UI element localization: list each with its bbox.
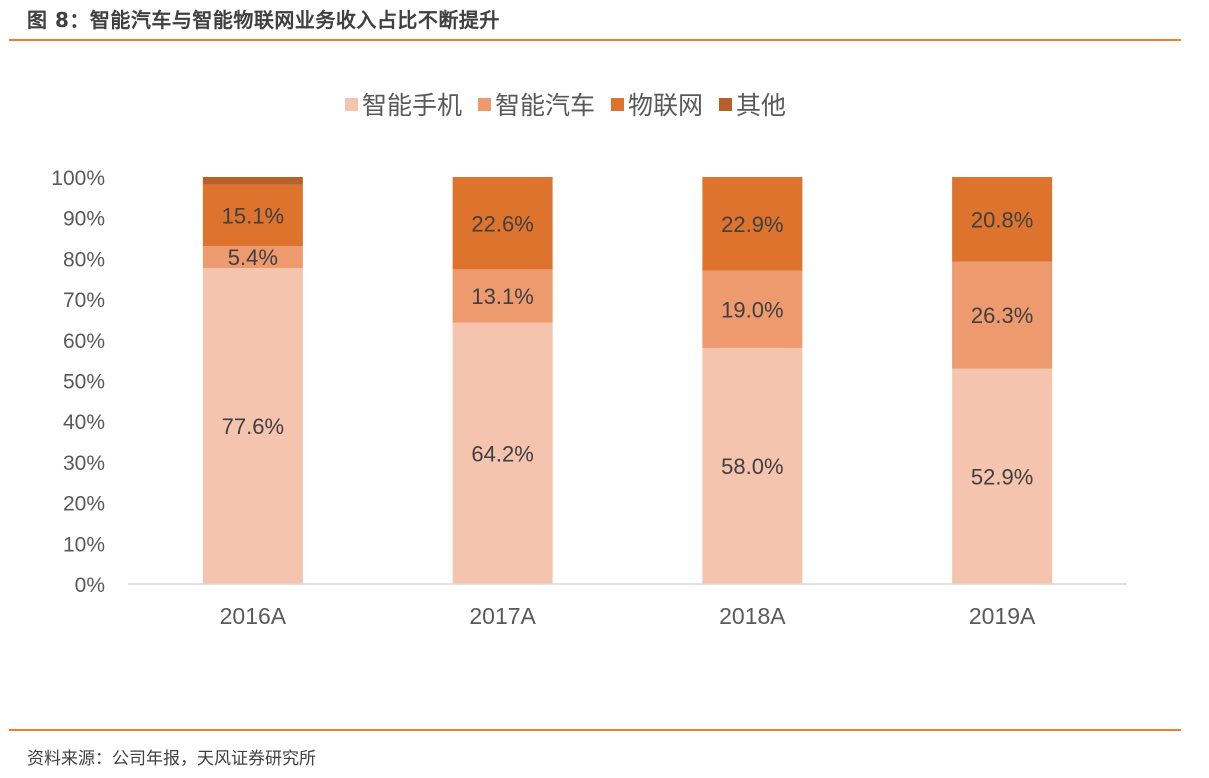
source-note: 资料来源：公司年报，天风证券研究所 xyxy=(27,749,316,769)
data-label: 13.1% xyxy=(471,284,533,309)
x-axis: 2016A 2017A 2018A 2019A xyxy=(220,603,1036,629)
chart-legend: 智能手机 智能汽车 物联网 其他 xyxy=(345,86,786,122)
y-tick-label: 30% xyxy=(63,452,105,475)
y-tick-label: 40% xyxy=(63,411,105,434)
data-label: 26.3% xyxy=(971,303,1033,328)
footer-divider xyxy=(9,729,1181,731)
data-labels: 77.6% 5.4% 15.1% 64.2% 13.1% 22.6% 58.0% 19.0% 2… xyxy=(222,203,1034,489)
y-tick-label: 10% xyxy=(63,533,105,556)
legend-label: 其他 xyxy=(736,91,787,120)
bar-segment-2019A-2 xyxy=(952,177,1053,262)
bar-segment-2017A-2 xyxy=(452,177,553,270)
data-label: 5.4% xyxy=(228,245,278,270)
data-label: 58.0% xyxy=(721,454,783,479)
bar-segment-2017A-1 xyxy=(452,269,553,323)
y-tick-label: 90% xyxy=(63,208,105,231)
legend-swatch-other xyxy=(719,97,733,111)
data-label: 52.9% xyxy=(971,464,1033,489)
bar-segment-2019A-0 xyxy=(952,368,1053,584)
y-axis: 0% 10% 20% 30% 40% 50% 60% 70% 80% 90% 100% xyxy=(51,167,105,597)
data-label: 22.9% xyxy=(721,212,783,237)
legend-label: 智能手机 xyxy=(362,91,463,120)
y-tick-label: 0% xyxy=(75,574,105,597)
y-tick-label: 60% xyxy=(63,330,105,353)
y-tick-label: 50% xyxy=(63,371,105,394)
legend-item-smart-car: 智能汽车 xyxy=(478,86,595,122)
bar-segment-2016A-2 xyxy=(202,184,303,247)
bar-segment-2017A-0 xyxy=(452,322,553,584)
legend-item-other: 其他 xyxy=(719,86,786,122)
legend-item-smartphone: 智能手机 xyxy=(345,86,462,122)
bar-segment-2016A-3 xyxy=(202,177,303,185)
x-tick-label: 2017A xyxy=(469,603,536,629)
legend-swatch-smartphone xyxy=(345,97,358,111)
data-label: 77.6% xyxy=(222,414,284,439)
x-tick-label: 2018A xyxy=(719,603,786,629)
y-tick-label: 80% xyxy=(63,248,105,271)
bar-segment-2016A-1 xyxy=(202,246,303,269)
data-label: 22.6% xyxy=(471,211,533,236)
y-tick-label: 20% xyxy=(63,493,105,516)
bar-segment-2019A-1 xyxy=(952,261,1053,369)
data-label: 15.1% xyxy=(222,203,284,228)
bar-segment-2016A-0 xyxy=(202,268,303,584)
bar-segment-2018A-2 xyxy=(702,177,803,271)
x-tick-label: 2019A xyxy=(969,603,1036,629)
bars xyxy=(202,177,1053,584)
bar-segment-2018A-1 xyxy=(702,270,803,348)
legend-item-iot: 物联网 xyxy=(611,86,703,122)
legend-swatch-smart-car xyxy=(478,97,492,111)
data-label: 64.2% xyxy=(471,441,533,466)
title-divider xyxy=(9,39,1181,41)
x-tick-label: 2016A xyxy=(220,603,287,629)
y-tick-label: 100% xyxy=(51,167,105,190)
figure-title: 图 8：智能汽车与智能物联网业务收入占比不断提升 xyxy=(27,8,500,32)
stacked-bar-chart: 0% 10% 20% 30% 40% 50% 60% 70% 80% 90% 100% 77.6% 5… xyxy=(51,167,1127,629)
bar-segment-2018A-0 xyxy=(702,347,803,584)
y-tick-label: 70% xyxy=(63,289,105,312)
legend-label: 智能汽车 xyxy=(495,91,596,120)
data-label: 19.0% xyxy=(721,297,783,322)
legend-label: 物联网 xyxy=(628,91,704,120)
data-label: 20.8% xyxy=(971,207,1033,232)
legend-swatch-iot xyxy=(611,97,625,111)
